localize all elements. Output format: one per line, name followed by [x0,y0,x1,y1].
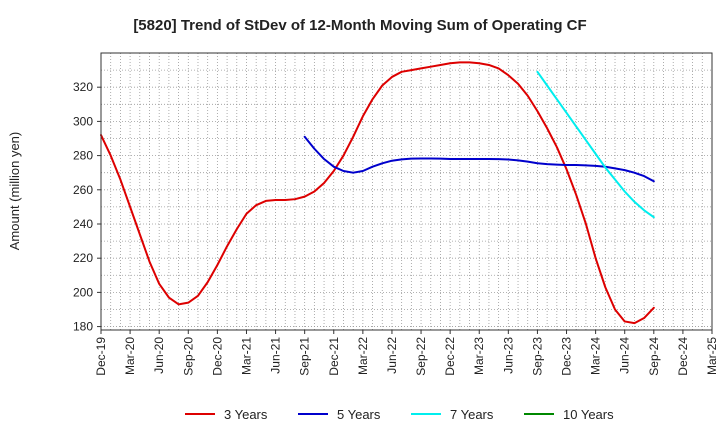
x-tick-label: Jun-21 [269,337,283,374]
x-tick-label: Jun-23 [501,337,515,374]
y-tick-label: 180 [73,320,93,334]
series-line-5-years [303,135,655,183]
x-tick-label: Mar-21 [239,337,253,375]
x-tick-label: Dec-19 [94,337,108,376]
x-tick-label: Dec-20 [210,337,224,376]
x-tick-label: Dec-23 [560,337,574,376]
y-tick-label: 260 [73,183,93,197]
x-tick-label: Jun-22 [385,337,399,374]
y-tick-label: 280 [73,149,93,163]
chart-title: [5820] Trend of StDev of 12-Month Moving… [133,17,586,34]
x-tick-label: Sep-20 [181,337,195,376]
x-tick-label: Mar-23 [472,337,486,375]
y-tick-label: 240 [73,217,93,231]
grid [101,52,712,330]
legend-label-10-years: 10 Years [563,407,614,422]
legend: 3 Years 5 Years 7 Years 10 Years [185,407,614,422]
x-tick-label: Dec-22 [443,337,457,376]
x-tick-label: Dec-24 [676,337,690,376]
x-tick-label: Mar-25 [705,337,719,375]
y-tick-label: 300 [73,114,93,128]
x-tick-label: Sep-21 [298,337,312,376]
y-tick-label: 320 [73,80,93,94]
x-tick-label: Sep-23 [530,337,544,376]
x-tick-label: Sep-24 [647,337,661,376]
x-tick-label: Dec-21 [327,337,341,376]
series-line-3-years [100,61,655,325]
x-tick-label: Jun-24 [618,337,632,374]
y-tick-label: 200 [73,285,93,299]
y-tick-label: 220 [73,251,93,265]
x-tick-label: Mar-22 [356,337,370,375]
x-tick-label: Jun-20 [152,337,166,374]
x-tick-label: Mar-20 [123,337,137,375]
y-axis: 180 200 220 240 260 280 300 320 [73,80,101,334]
x-tick-label: Mar-24 [589,337,603,375]
legend-label-3-years: 3 Years [224,407,268,422]
plot-frame [100,52,713,331]
series-line-7-years [536,70,655,219]
legend-label-7-years: 7 Years [450,407,494,422]
y-axis-label: Amount (million yen) [7,132,22,251]
series-lines [100,61,655,325]
x-axis: Dec-19 Mar-20 Jun-20 Sep-20 Dec-20 Mar-21 Jun-… [94,330,719,376]
legend-label-5-years: 5 Years [337,407,381,422]
x-tick-label: Sep-22 [414,337,428,376]
